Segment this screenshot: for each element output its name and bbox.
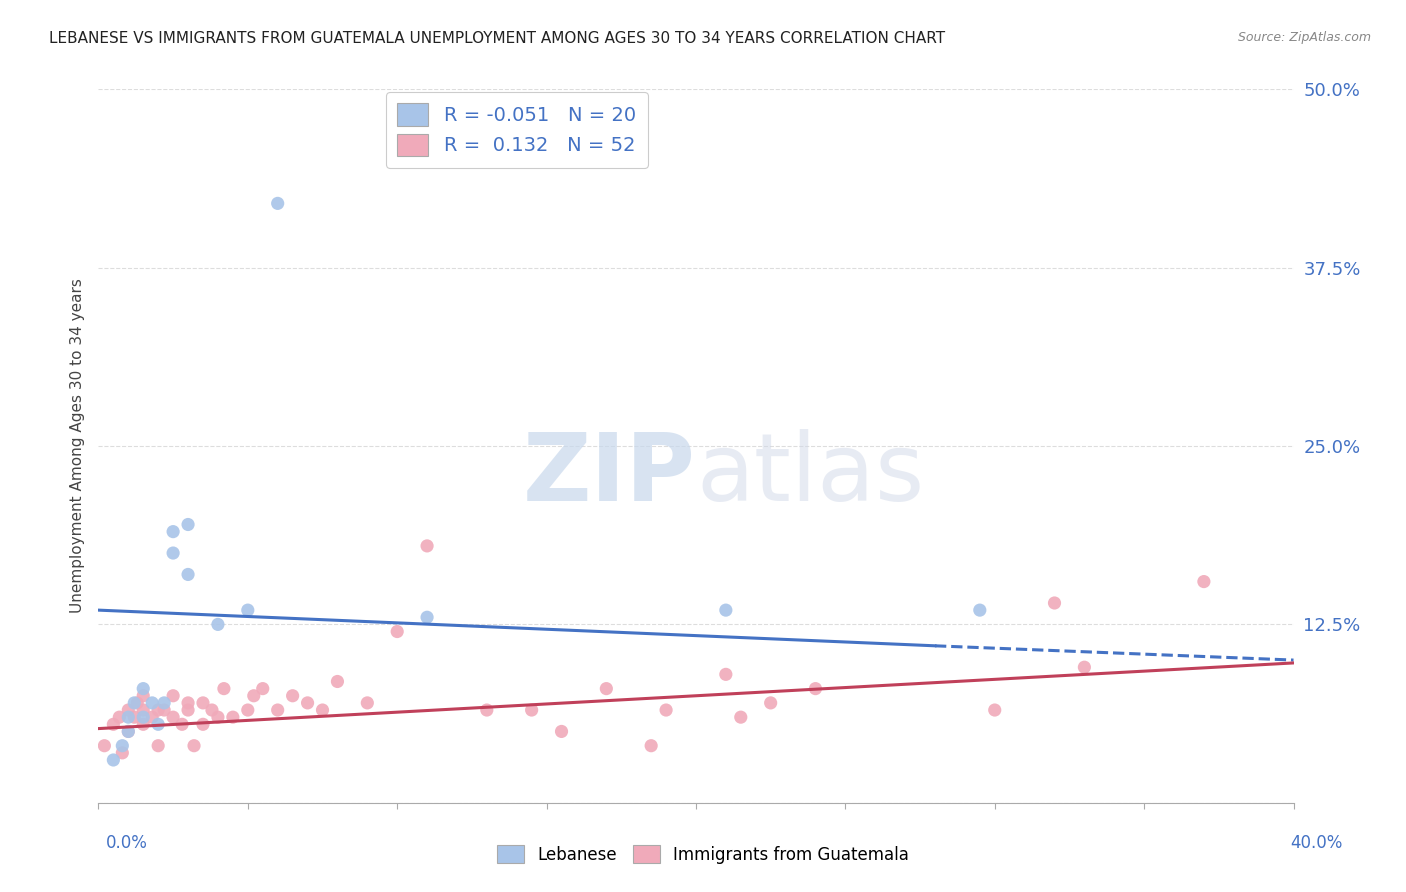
Point xyxy=(93,739,115,753)
Point xyxy=(356,696,378,710)
Point xyxy=(132,689,155,703)
Point xyxy=(177,696,200,710)
Point xyxy=(252,681,274,696)
Point xyxy=(714,667,737,681)
Point xyxy=(984,703,1007,717)
Point xyxy=(1043,596,1066,610)
Point xyxy=(132,710,155,724)
Point xyxy=(132,681,155,696)
Point xyxy=(730,710,752,724)
Point xyxy=(148,739,170,753)
Point xyxy=(124,710,146,724)
Point xyxy=(108,710,131,724)
Point xyxy=(311,703,333,717)
Point xyxy=(714,603,737,617)
Text: Source: ZipAtlas.com: Source: ZipAtlas.com xyxy=(1237,31,1371,45)
Point xyxy=(162,710,184,724)
Point xyxy=(326,674,349,689)
Point xyxy=(236,703,259,717)
Text: 40.0%: 40.0% xyxy=(1291,834,1343,852)
Point xyxy=(595,681,617,696)
Legend: Lebanese, Immigrants from Guatemala: Lebanese, Immigrants from Guatemala xyxy=(491,838,915,871)
Point xyxy=(127,696,149,710)
Point xyxy=(201,703,224,717)
Point xyxy=(267,196,290,211)
Point xyxy=(222,710,245,724)
Legend: R = -0.051   N = 20, R =  0.132   N = 52: R = -0.051 N = 20, R = 0.132 N = 52 xyxy=(385,92,648,168)
Point xyxy=(520,703,543,717)
Point xyxy=(111,746,134,760)
Point xyxy=(141,696,163,710)
Point xyxy=(243,689,266,703)
Point xyxy=(281,689,304,703)
Text: atlas: atlas xyxy=(696,428,924,521)
Point xyxy=(550,724,572,739)
Point xyxy=(640,739,662,753)
Point xyxy=(416,539,439,553)
Point xyxy=(1073,660,1095,674)
Y-axis label: Unemployment Among Ages 30 to 34 years: Unemployment Among Ages 30 to 34 years xyxy=(69,278,84,614)
Point xyxy=(385,624,409,639)
Point xyxy=(177,517,200,532)
Point xyxy=(148,703,170,717)
Point xyxy=(172,717,194,731)
Text: ZIP: ZIP xyxy=(523,428,696,521)
Point xyxy=(141,710,163,724)
Point xyxy=(236,603,259,617)
Text: LEBANESE VS IMMIGRANTS FROM GUATEMALA UNEMPLOYMENT AMONG AGES 30 TO 34 YEARS COR: LEBANESE VS IMMIGRANTS FROM GUATEMALA UN… xyxy=(49,31,945,46)
Point xyxy=(212,681,235,696)
Point xyxy=(759,696,782,710)
Point xyxy=(117,724,139,739)
Point xyxy=(207,617,229,632)
Point xyxy=(416,610,439,624)
Point xyxy=(132,717,155,731)
Point xyxy=(267,703,290,717)
Point xyxy=(117,710,139,724)
Point xyxy=(148,717,170,731)
Point xyxy=(117,724,139,739)
Point xyxy=(162,546,184,560)
Point xyxy=(153,696,176,710)
Point xyxy=(177,567,200,582)
Point xyxy=(117,703,139,717)
Point xyxy=(297,696,319,710)
Point xyxy=(191,696,214,710)
Point xyxy=(207,710,229,724)
Point xyxy=(103,717,125,731)
Point xyxy=(969,603,991,617)
Point xyxy=(183,739,205,753)
Point xyxy=(103,753,125,767)
Point xyxy=(111,739,134,753)
Point xyxy=(162,524,184,539)
Point xyxy=(162,689,184,703)
Point xyxy=(132,703,155,717)
Point xyxy=(124,696,146,710)
Point xyxy=(1192,574,1215,589)
Point xyxy=(804,681,827,696)
Point xyxy=(191,717,214,731)
Point xyxy=(153,703,176,717)
Point xyxy=(655,703,678,717)
Point xyxy=(177,703,200,717)
Text: 0.0%: 0.0% xyxy=(105,834,148,852)
Point xyxy=(475,703,498,717)
